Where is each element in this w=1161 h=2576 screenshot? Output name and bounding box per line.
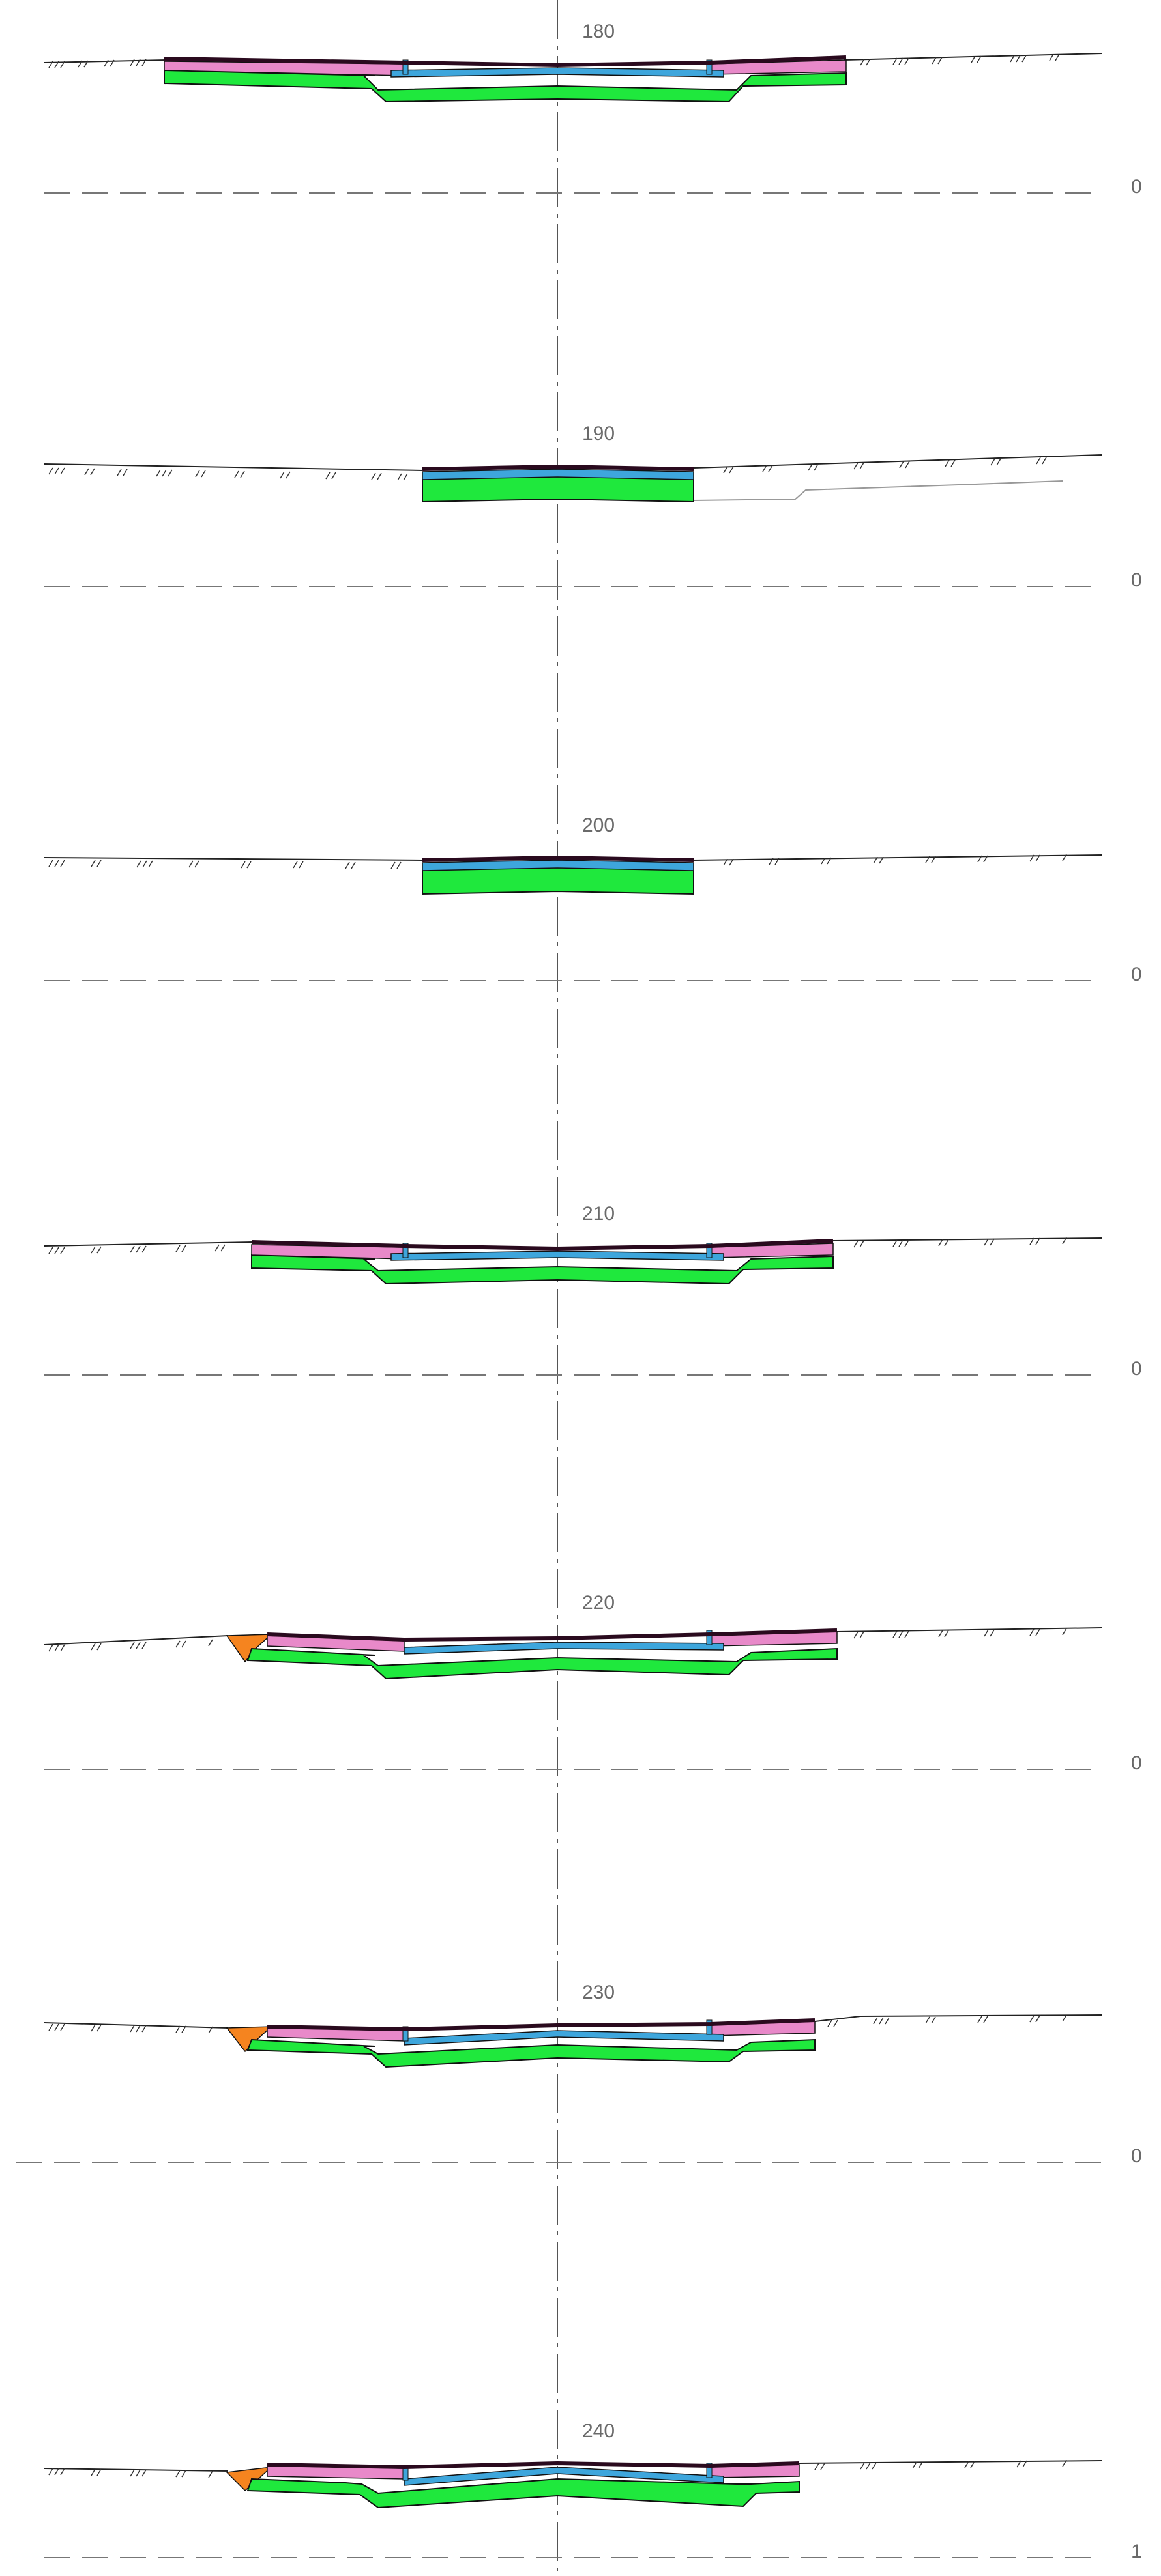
curb-right <box>706 1243 713 1258</box>
ground-right <box>814 2014 1102 2022</box>
hatch-marks <box>48 1628 1067 1652</box>
station-label: 180 <box>582 21 615 42</box>
hatch-marks <box>48 2014 1067 2034</box>
asphalt-surface <box>267 1628 838 1642</box>
section-230: 230 0 <box>16 1982 1142 2167</box>
section-210: 210 0 <box>44 1203 1142 1380</box>
ground-right <box>693 454 1102 469</box>
station-label: 220 <box>582 1592 615 1614</box>
ground-left <box>44 1635 229 1645</box>
drain-layer <box>404 2030 724 2046</box>
curb-right <box>706 2463 713 2478</box>
station-label: 240 <box>582 2420 615 2442</box>
asphalt-surface <box>164 55 847 68</box>
subbase-layer <box>251 1254 834 1285</box>
curb-left <box>402 1243 409 1258</box>
ground-right <box>836 1627 1102 1632</box>
curb-right <box>706 2019 713 2035</box>
drain-layer <box>390 67 724 78</box>
subbase-layer <box>246 1647 838 1680</box>
curb-right <box>706 1630 713 1645</box>
drain-layer <box>404 1642 724 1655</box>
station-label: 190 <box>582 423 615 444</box>
drain-layer <box>422 469 694 480</box>
ground-left <box>44 59 167 63</box>
drain-layer <box>404 2467 724 2486</box>
drain-layer <box>390 1251 724 1261</box>
section-200: 200 0 <box>44 815 1142 985</box>
hatch-marks <box>48 854 1067 869</box>
section-180: 180 0 <box>44 21 1142 197</box>
curb-right <box>706 59 713 75</box>
asphalt-surface <box>422 464 694 471</box>
subbase-layer <box>422 474 694 503</box>
subbase-layer <box>164 69 847 103</box>
station-label: 230 <box>582 1982 615 2003</box>
asphalt-surface <box>251 1239 834 1251</box>
station-label: 200 <box>582 815 615 836</box>
curb-left <box>402 59 409 75</box>
datum-label: 1 <box>1131 2541 1142 2562</box>
subbase-layer <box>246 2038 816 2068</box>
asphalt-surface <box>267 2018 816 2032</box>
station-label: 210 <box>582 1203 615 1224</box>
section-190: 190 0 <box>44 423 1142 591</box>
datum-label: 0 <box>1131 964 1142 985</box>
ground-left <box>44 857 423 861</box>
section-220: 220 0 <box>44 1592 1142 1774</box>
hatch-marks <box>48 2459 1067 2478</box>
ground-left <box>44 463 423 471</box>
subbase-layer <box>246 2478 800 2509</box>
hatch-marks <box>48 53 1060 68</box>
datum-label: 0 <box>1131 570 1142 591</box>
hatch-marks <box>48 1237 1067 1254</box>
ground-right <box>693 854 1102 861</box>
ground-right <box>832 1237 1102 1241</box>
drain-layer <box>422 860 694 871</box>
asphalt-surface <box>422 855 694 862</box>
ground-right <box>799 2460 1102 2464</box>
hatch-marks <box>48 457 1047 481</box>
existing-grade <box>693 480 1063 501</box>
ground-left <box>44 2468 229 2472</box>
section-240: 240 1 <box>44 2420 1142 2562</box>
ground-left <box>44 2022 229 2029</box>
asphalt-surface <box>267 2461 800 2470</box>
ground-left <box>44 1241 252 1247</box>
datum-label: 0 <box>1131 1752 1142 1774</box>
datum-label: 0 <box>1131 176 1142 197</box>
datum-label: 0 <box>1131 1358 1142 1380</box>
curb-left <box>402 2026 409 2042</box>
datum-label: 0 <box>1131 2145 1142 2167</box>
subbase-layer <box>422 865 694 895</box>
